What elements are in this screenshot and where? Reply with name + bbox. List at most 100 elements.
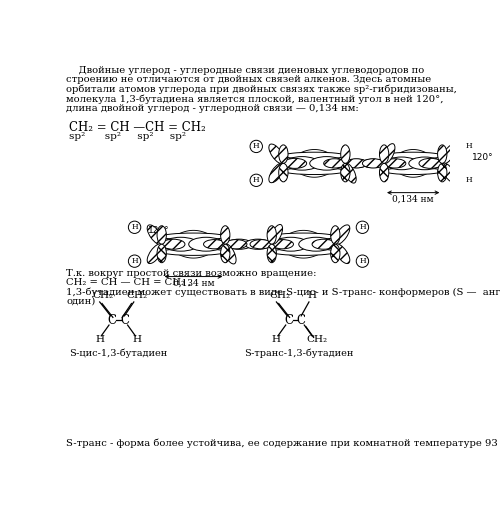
Text: H: H xyxy=(272,335,281,344)
Circle shape xyxy=(128,221,141,234)
Text: молекула 1,3-бутадиена является плоской, валентный угол в ней 120°,: молекула 1,3-бутадиена является плоской,… xyxy=(66,94,444,104)
Ellipse shape xyxy=(272,240,293,249)
Text: CH₂: CH₂ xyxy=(269,291,290,300)
Ellipse shape xyxy=(267,244,276,263)
Circle shape xyxy=(128,255,141,267)
Circle shape xyxy=(463,174,475,186)
Ellipse shape xyxy=(285,156,319,170)
Ellipse shape xyxy=(441,163,457,183)
Ellipse shape xyxy=(162,239,185,249)
Text: Т.к. вокруг простой связи возможно вращение:: Т.к. вокруг простой связи возможно враще… xyxy=(66,269,317,278)
Text: C: C xyxy=(120,314,129,327)
Ellipse shape xyxy=(438,164,447,182)
Ellipse shape xyxy=(162,233,225,240)
Circle shape xyxy=(463,140,475,152)
Ellipse shape xyxy=(278,145,288,164)
Ellipse shape xyxy=(272,248,336,256)
Ellipse shape xyxy=(344,163,356,183)
Ellipse shape xyxy=(384,158,406,168)
Text: 0,134 нм: 0,134 нм xyxy=(172,279,214,288)
Ellipse shape xyxy=(272,233,336,240)
Text: S-транс - форма более устойчива, ее содержание при комнатной температуре 93 — 97: S-транс - форма более устойчива, ее соде… xyxy=(66,438,500,448)
Ellipse shape xyxy=(409,157,441,170)
Text: C: C xyxy=(296,314,306,327)
Ellipse shape xyxy=(340,145,350,164)
Ellipse shape xyxy=(147,225,163,245)
Ellipse shape xyxy=(162,248,225,256)
Ellipse shape xyxy=(226,239,252,249)
Ellipse shape xyxy=(346,159,368,168)
Text: один): один) xyxy=(66,297,96,306)
Ellipse shape xyxy=(441,144,457,164)
Ellipse shape xyxy=(225,240,247,249)
Ellipse shape xyxy=(419,158,442,168)
Ellipse shape xyxy=(330,244,340,263)
Text: H: H xyxy=(132,224,138,231)
Text: C: C xyxy=(284,314,294,327)
Ellipse shape xyxy=(147,244,163,264)
Ellipse shape xyxy=(362,159,383,168)
Ellipse shape xyxy=(334,225,350,245)
Ellipse shape xyxy=(380,164,389,182)
Circle shape xyxy=(250,140,262,152)
Text: CH₂: CH₂ xyxy=(92,291,114,300)
Text: H: H xyxy=(132,335,141,344)
Ellipse shape xyxy=(220,226,230,244)
Ellipse shape xyxy=(438,145,447,164)
Text: H: H xyxy=(466,142,472,150)
Text: орбитали атомов углерода при двойных связях также sp²-гибридизованы,: орбитали атомов углерода при двойных свя… xyxy=(66,85,457,94)
Text: S-транс-1,3-бутадиен: S-транс-1,3-бутадиен xyxy=(244,348,354,358)
Ellipse shape xyxy=(269,163,284,183)
Text: 120°: 120° xyxy=(472,152,494,162)
Ellipse shape xyxy=(299,237,334,251)
Ellipse shape xyxy=(330,226,340,244)
Text: H: H xyxy=(253,176,260,184)
Ellipse shape xyxy=(157,244,166,263)
Ellipse shape xyxy=(340,164,350,182)
Text: S-цис-1,3-бутадиен: S-цис-1,3-бутадиен xyxy=(69,348,168,358)
Ellipse shape xyxy=(346,158,367,168)
Ellipse shape xyxy=(324,158,345,168)
Text: строению не отличаются от двойных связей алкенов. Здесь атомные: строению не отличаются от двойных связей… xyxy=(66,75,432,84)
Text: H: H xyxy=(308,291,316,300)
Text: H: H xyxy=(132,257,138,265)
Text: 0,134 нм: 0,134 нм xyxy=(392,195,434,204)
Text: CH₂ = CH —CH = CH₂: CH₂ = CH —CH = CH₂ xyxy=(68,121,205,134)
Text: 1,3-бутадиен может существовать в виде S-цис- и S-транс- конформеров (S —  англ.: 1,3-бутадиен может существовать в виде S… xyxy=(66,288,500,297)
Text: H: H xyxy=(359,257,366,265)
Ellipse shape xyxy=(334,244,350,264)
Text: 120°: 120° xyxy=(148,227,170,235)
Text: H: H xyxy=(95,335,104,344)
Ellipse shape xyxy=(312,239,336,249)
Ellipse shape xyxy=(284,168,346,175)
Text: H: H xyxy=(359,224,366,231)
Ellipse shape xyxy=(382,144,395,164)
Text: длина двойной углерод - углеродной связи — 0,134 нм:: длина двойной углерод - углеродной связи… xyxy=(66,104,359,113)
Ellipse shape xyxy=(267,226,276,244)
Text: CH₂: CH₂ xyxy=(126,291,148,300)
Ellipse shape xyxy=(220,244,230,263)
Ellipse shape xyxy=(284,158,306,168)
Ellipse shape xyxy=(157,226,166,244)
Text: H: H xyxy=(253,142,260,150)
Ellipse shape xyxy=(284,152,346,159)
Ellipse shape xyxy=(269,144,284,164)
Text: CH₂ = CH — CH = CH₂ ,: CH₂ = CH — CH = CH₂ , xyxy=(66,278,192,287)
Circle shape xyxy=(250,174,262,186)
Ellipse shape xyxy=(380,145,389,164)
Ellipse shape xyxy=(278,164,288,182)
Ellipse shape xyxy=(310,156,344,170)
Ellipse shape xyxy=(270,225,282,244)
Circle shape xyxy=(356,221,368,234)
Ellipse shape xyxy=(224,244,236,264)
Ellipse shape xyxy=(384,168,442,175)
Ellipse shape xyxy=(386,157,418,170)
Ellipse shape xyxy=(164,237,198,251)
Ellipse shape xyxy=(274,237,308,251)
Circle shape xyxy=(356,255,368,267)
Text: sp²      sp²     sp²     sp²: sp² sp² sp² sp² xyxy=(68,132,186,141)
Ellipse shape xyxy=(188,237,224,251)
Text: C: C xyxy=(108,314,116,327)
Ellipse shape xyxy=(250,240,272,249)
Text: CH₂: CH₂ xyxy=(306,335,328,344)
